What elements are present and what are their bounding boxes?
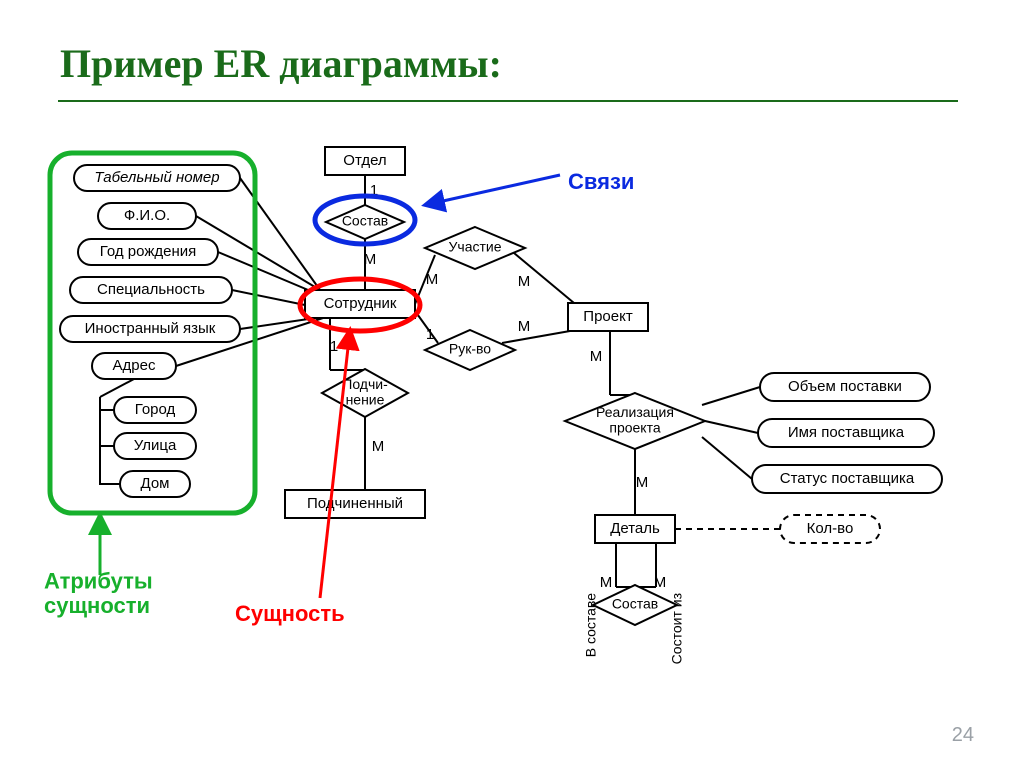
svg-text:Состав: Состав — [342, 213, 388, 229]
svg-text:M: M — [600, 574, 613, 591]
svg-text:Кол-во: Кол-во — [807, 520, 854, 537]
svg-text:Специальность: Специальность — [97, 281, 205, 298]
svg-text:Сущность: Сущность — [235, 601, 345, 626]
svg-text:Адрес: Адрес — [113, 357, 156, 374]
title-underline — [58, 100, 958, 102]
svg-text:M: M — [518, 318, 531, 335]
svg-text:1: 1 — [330, 338, 338, 355]
svg-text:Объем поставки: Объем поставки — [788, 378, 902, 395]
svg-text:нение: нение — [346, 391, 385, 407]
svg-text:M: M — [636, 474, 649, 491]
svg-text:M: M — [654, 574, 667, 591]
nodes-layer: Отдел Сотрудник Проект Деталь Подчиненный Сос… — [60, 147, 942, 625]
svg-text:Атрибуты: Атрибуты — [44, 569, 153, 594]
svg-text:проекта: проекта — [609, 419, 660, 435]
svg-text:M: M — [426, 271, 439, 288]
svg-text:сущности: сущности — [44, 593, 150, 618]
svg-text:Табельный номер: Табельный номер — [94, 169, 219, 186]
slide-title: Пример ER диаграммы: — [60, 40, 502, 87]
svg-text:Год рождения: Год рождения — [100, 243, 196, 260]
svg-text:1: 1 — [426, 326, 434, 343]
svg-text:Отдел: Отдел — [343, 152, 386, 169]
svg-text:Иностранный язык: Иностранный язык — [85, 320, 216, 337]
svg-text:M: M — [364, 251, 377, 268]
svg-text:Статус поставщика: Статус поставщика — [780, 470, 915, 487]
svg-text:Сотрудник: Сотрудник — [324, 295, 397, 312]
svg-text:M: M — [518, 273, 531, 290]
svg-text:Подчи-: Подчи- — [342, 376, 388, 392]
svg-text:Рук-во: Рук-во — [449, 341, 491, 357]
edges-layer — [100, 175, 780, 587]
er-diagram-svg: Отдел Сотрудник Проект Деталь Подчиненный Сос… — [30, 125, 990, 725]
svg-text:Ф.И.О.: Ф.И.О. — [124, 207, 170, 224]
svg-text:Подчиненный: Подчиненный — [307, 495, 403, 512]
svg-text:M: M — [590, 348, 603, 365]
svg-text:В составе: В составе — [583, 593, 599, 657]
svg-text:Участие: Участие — [449, 239, 502, 255]
svg-text:Город: Город — [135, 401, 176, 418]
svg-text:Связи: Связи — [568, 169, 634, 194]
svg-text:Состав: Состав — [612, 596, 658, 612]
svg-text:M: M — [372, 438, 385, 455]
svg-text:Деталь: Деталь — [610, 520, 660, 537]
svg-text:Проект: Проект — [583, 308, 633, 325]
svg-text:Имя поставщика: Имя поставщика — [788, 424, 905, 441]
page-number: 24 — [952, 724, 974, 747]
slide: Пример ER диаграммы: Отдел Сотрудник Проек… — [0, 0, 1024, 767]
svg-text:Улица: Улица — [134, 437, 177, 454]
svg-text:Дом: Дом — [141, 475, 170, 492]
svg-text:Реализация: Реализация — [596, 404, 674, 420]
svg-text:Состоит из: Состоит из — [669, 593, 685, 664]
